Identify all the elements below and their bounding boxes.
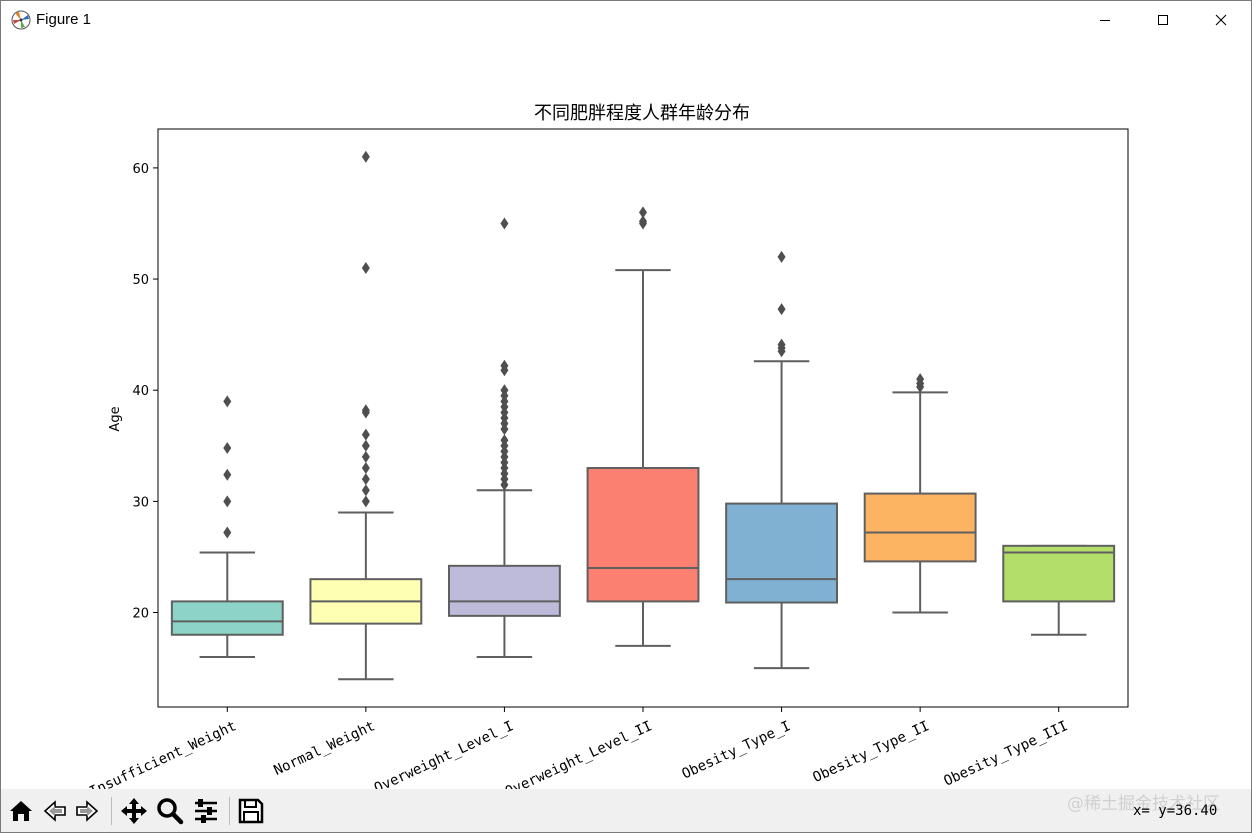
y-tick-label: 20 bbox=[132, 607, 149, 622]
outlier-point bbox=[500, 384, 509, 397]
chart-title: 不同肥胖程度人群年龄分布 bbox=[534, 103, 750, 124]
y-tick-label: 50 bbox=[132, 273, 149, 288]
x-tick-label: Overweight_Level_II bbox=[503, 718, 655, 789]
back-icon bbox=[43, 800, 66, 822]
zoom-button[interactable] bbox=[154, 795, 186, 827]
matplotlib-logo-icon bbox=[11, 10, 31, 30]
close-icon bbox=[1215, 14, 1227, 26]
y-tick-label: 40 bbox=[132, 384, 149, 399]
outlier-point bbox=[361, 473, 370, 486]
home-icon bbox=[10, 801, 32, 821]
box-insufficient_weight bbox=[170, 600, 284, 636]
outlier-point bbox=[361, 428, 370, 441]
zoom-icon bbox=[157, 798, 184, 825]
back-button[interactable] bbox=[39, 795, 71, 827]
box-overweight_level_i bbox=[448, 564, 561, 617]
outlier-point bbox=[777, 338, 786, 351]
pan-button[interactable] bbox=[118, 795, 150, 827]
outlier-point bbox=[500, 217, 509, 230]
cursor-coordinates: x= y=36.40 bbox=[1133, 803, 1218, 819]
configure-subplots-icon bbox=[195, 799, 217, 823]
minimize-icon bbox=[1100, 20, 1110, 21]
x-tick-label: Insufficient_Weight bbox=[87, 718, 239, 789]
box-plot-chart: 不同肥胖程度人群年龄分布 Age 20 30 40 50 60 Insufficient_… bbox=[87, 103, 1129, 800]
maximize-icon bbox=[1158, 15, 1168, 25]
outlier-point bbox=[361, 261, 370, 274]
close-button[interactable] bbox=[1192, 1, 1250, 39]
pan-icon bbox=[121, 798, 147, 824]
outlier-point bbox=[777, 250, 786, 263]
outlier-point bbox=[361, 439, 370, 452]
x-tick-label: Obesity_Type_II bbox=[810, 718, 931, 786]
box-obesity_type_ii bbox=[863, 492, 977, 563]
toolbar-separator bbox=[229, 797, 230, 825]
save-icon bbox=[238, 798, 264, 824]
home-button[interactable] bbox=[5, 795, 37, 827]
toolbar-separator bbox=[111, 797, 112, 825]
outlier-point bbox=[223, 526, 232, 539]
figure-canvas[interactable]: 不同肥胖程度人群年龄分布 Age 20 30 40 50 60 Insufficient_… bbox=[1, 39, 1251, 800]
title-bar[interactable]: Figure 1 bbox=[1, 1, 1251, 39]
x-tick-label: Obesity_Type_I bbox=[680, 718, 794, 782]
outlier-point bbox=[639, 206, 647, 219]
forward-button[interactable] bbox=[71, 795, 103, 827]
outlier-point bbox=[916, 373, 925, 386]
configure-subplots-button[interactable] bbox=[190, 795, 222, 827]
outlier-point bbox=[223, 395, 232, 408]
watermark-text: @稀土掘金技术社区 bbox=[1067, 794, 1220, 814]
y-axis-label: Age bbox=[108, 406, 123, 431]
window-title: Figure 1 bbox=[36, 11, 92, 28]
outlier-point bbox=[223, 468, 232, 481]
box-obesity_type_iii bbox=[1002, 544, 1116, 603]
maximize-button[interactable] bbox=[1134, 1, 1192, 39]
outlier-point bbox=[361, 462, 370, 475]
navigation-toolbar: @稀土掘金技术社区 x= y=36.40 bbox=[1, 789, 1251, 832]
outlier-point bbox=[500, 359, 509, 372]
outlier-point bbox=[223, 495, 232, 508]
outlier-point bbox=[500, 434, 509, 447]
x-tick-label: Normal_Weight bbox=[271, 718, 377, 779]
outlier-point bbox=[361, 450, 370, 463]
outlier-point bbox=[639, 215, 647, 228]
outlier-point bbox=[361, 150, 370, 163]
y-tick-label: 30 bbox=[132, 495, 149, 510]
axes-frame bbox=[157, 128, 1129, 708]
outlier-point bbox=[361, 404, 370, 417]
outlier-point bbox=[223, 442, 232, 455]
outlier-point bbox=[361, 484, 370, 497]
box-obesity_type_i bbox=[725, 502, 839, 604]
x-tick-label: Overweight_Level_I bbox=[372, 718, 516, 789]
y-tick-label: 60 bbox=[132, 162, 149, 177]
minimize-button[interactable] bbox=[1076, 1, 1134, 39]
forward-icon bbox=[76, 800, 99, 822]
x-tick-label: Obesity_Type_III bbox=[941, 718, 1070, 789]
save-button[interactable] bbox=[235, 795, 267, 827]
outlier-point bbox=[777, 303, 786, 316]
outlier-point bbox=[361, 495, 370, 508]
box-overweight_level_ii bbox=[586, 467, 700, 603]
